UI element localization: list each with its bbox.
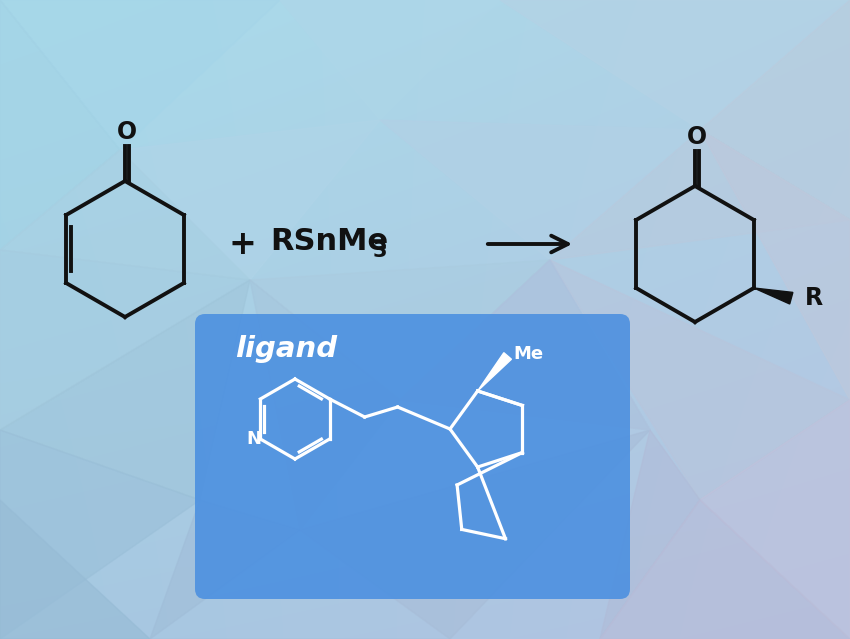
Text: +: + [228,227,256,261]
Polygon shape [500,0,850,130]
Polygon shape [550,260,850,500]
Polygon shape [700,0,850,220]
Polygon shape [478,353,512,391]
Polygon shape [0,280,250,500]
Polygon shape [600,500,850,639]
Polygon shape [0,250,250,430]
Text: N: N [246,430,262,448]
Polygon shape [120,120,380,280]
Text: O: O [117,119,137,144]
Polygon shape [380,120,700,260]
Polygon shape [0,0,280,150]
Text: Me: Me [513,345,544,363]
Polygon shape [700,130,850,400]
FancyBboxPatch shape [195,314,630,599]
Text: ligand: ligand [235,335,337,363]
Polygon shape [250,280,400,530]
Polygon shape [280,0,500,120]
Text: R: R [805,286,824,310]
Polygon shape [700,400,850,639]
Polygon shape [754,288,793,304]
Polygon shape [600,430,700,639]
Polygon shape [400,260,650,430]
Polygon shape [0,0,120,250]
Polygon shape [400,260,650,430]
Polygon shape [150,500,300,639]
Polygon shape [0,150,250,280]
Polygon shape [250,260,550,400]
Text: 3: 3 [373,241,388,261]
Text: RSnMe: RSnMe [270,227,388,256]
Polygon shape [300,430,650,639]
Text: O: O [687,125,707,149]
Polygon shape [0,430,200,639]
Polygon shape [550,130,850,260]
Polygon shape [0,500,150,639]
